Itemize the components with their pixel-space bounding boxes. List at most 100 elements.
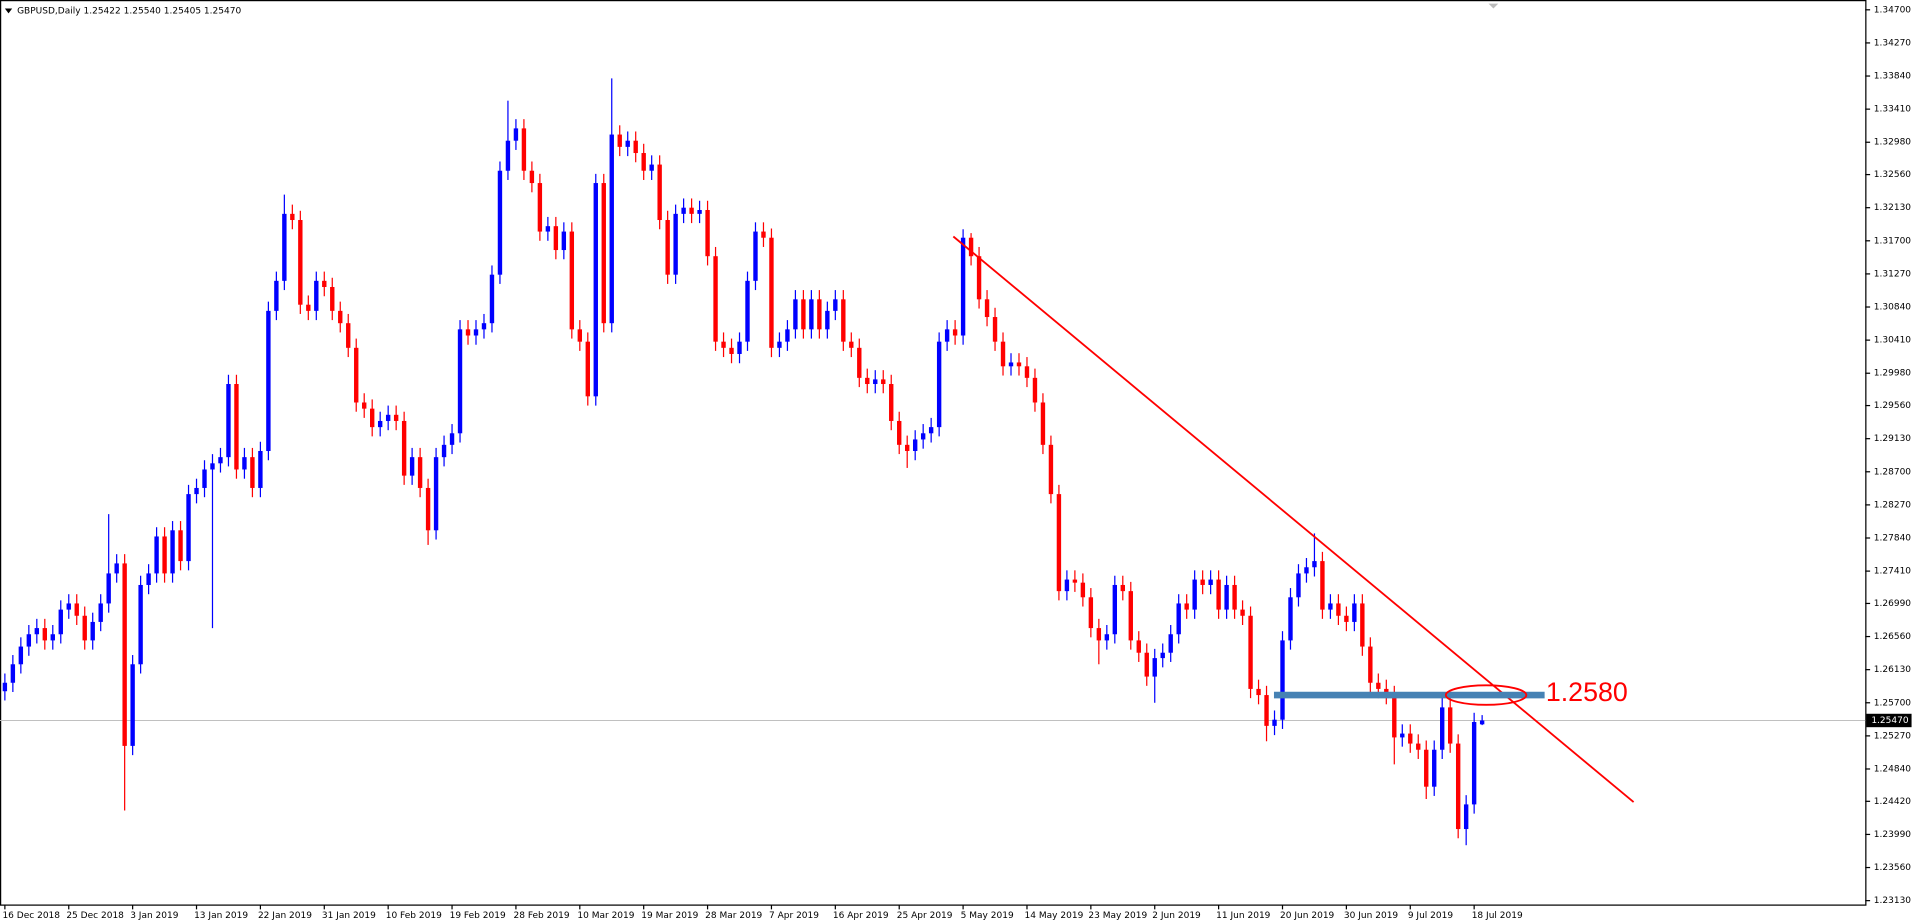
candle-body bbox=[218, 457, 223, 464]
candle-body bbox=[1336, 603, 1341, 616]
candle-body bbox=[26, 634, 32, 647]
candle-body bbox=[617, 134, 622, 147]
candle-body bbox=[881, 379, 886, 385]
candle-body bbox=[905, 444, 910, 451]
candle-body bbox=[1248, 615, 1253, 689]
candle-body bbox=[609, 134, 614, 324]
candle-body bbox=[258, 450, 263, 488]
x-tick-label: 10 Mar 2019 bbox=[577, 911, 634, 921]
y-tick-label: 1.26130 bbox=[1874, 665, 1912, 675]
y-tick-label: 1.26560 bbox=[1874, 632, 1912, 642]
candle-body bbox=[641, 153, 646, 171]
candle-body bbox=[1424, 749, 1429, 787]
candle-body bbox=[330, 286, 335, 311]
candle-body bbox=[992, 317, 998, 342]
candle-body bbox=[42, 628, 47, 641]
candle-body bbox=[1312, 561, 1317, 568]
candle-body bbox=[1416, 743, 1421, 750]
candle-body bbox=[809, 299, 814, 330]
candle-body bbox=[1192, 579, 1197, 610]
candle-body bbox=[753, 231, 758, 281]
candle-body bbox=[657, 164, 662, 221]
x-tick-label: 18 Jul 2019 bbox=[1472, 911, 1523, 921]
candle-body bbox=[1104, 634, 1110, 641]
candle-body bbox=[1072, 579, 1078, 583]
candle-body bbox=[1264, 695, 1269, 726]
x-tick-label: 30 Jun 2019 bbox=[1344, 911, 1399, 921]
candle-body bbox=[290, 213, 295, 221]
x-tick-label: 28 Feb 2019 bbox=[513, 911, 569, 921]
candle-body bbox=[1112, 584, 1118, 635]
candle-body bbox=[1408, 733, 1413, 744]
candle-body bbox=[82, 615, 87, 641]
candle-body bbox=[186, 494, 191, 562]
menu-arrow[interactable] bbox=[4, 8, 13, 14]
candle-body bbox=[841, 299, 846, 342]
candle-body bbox=[569, 231, 575, 330]
candle-body bbox=[976, 256, 982, 300]
candle-body bbox=[1240, 609, 1245, 616]
candle-body bbox=[713, 256, 718, 342]
candle-body bbox=[769, 237, 774, 348]
candle-body bbox=[1120, 584, 1125, 592]
candle-body bbox=[1360, 603, 1365, 647]
candle-body bbox=[154, 536, 159, 574]
candle-body bbox=[984, 299, 990, 318]
candle-body bbox=[952, 329, 958, 336]
candle-body bbox=[1479, 720, 1485, 725]
y-tick-label: 1.32980 bbox=[1874, 138, 1912, 148]
x-tick-label: 3 Jan 2019 bbox=[130, 911, 179, 921]
y-tick-label: 1.23130 bbox=[1874, 896, 1912, 906]
candle-body bbox=[1272, 719, 1277, 726]
y-tick-label: 1.30410 bbox=[1874, 336, 1912, 346]
candle-body bbox=[1176, 603, 1181, 635]
candle-body bbox=[18, 646, 24, 665]
x-tick-label: 25 Apr 2019 bbox=[897, 911, 953, 921]
candle-body bbox=[673, 213, 678, 275]
candle-body bbox=[1168, 634, 1173, 653]
candle-body bbox=[577, 329, 583, 342]
candle-body bbox=[282, 213, 287, 281]
candle-body bbox=[1136, 640, 1141, 653]
candle-body bbox=[50, 634, 55, 641]
candle-body bbox=[649, 164, 654, 171]
candle-body bbox=[409, 457, 415, 476]
trend-line bbox=[952, 235, 1635, 803]
candle-body bbox=[106, 573, 111, 604]
candle-body bbox=[170, 530, 175, 574]
candle-body bbox=[146, 573, 151, 585]
candle-body bbox=[1432, 749, 1437, 787]
candle-body bbox=[138, 584, 143, 665]
candle-body bbox=[354, 347, 359, 403]
candle-body bbox=[1328, 603, 1333, 610]
candle-body bbox=[66, 603, 71, 610]
x-tick-label: 7 Apr 2019 bbox=[769, 911, 819, 921]
candle-body bbox=[865, 377, 870, 385]
plot-frame bbox=[0, 0, 1867, 906]
candle-body bbox=[561, 231, 567, 251]
candle-body bbox=[322, 280, 327, 287]
candle-body bbox=[1440, 707, 1445, 750]
candle-body bbox=[697, 210, 702, 214]
candle-body bbox=[817, 299, 822, 330]
candle-body bbox=[194, 487, 199, 495]
candle-body bbox=[1128, 591, 1133, 641]
x-tick-label: 23 May 2019 bbox=[1088, 911, 1147, 921]
candle-body bbox=[825, 310, 830, 330]
candle-body bbox=[130, 664, 135, 746]
candle-body bbox=[1224, 584, 1229, 610]
candle-body bbox=[266, 310, 271, 451]
candle-body bbox=[593, 183, 598, 397]
candle-body bbox=[1280, 640, 1285, 720]
y-tick-label: 1.32560 bbox=[1874, 170, 1912, 180]
candle-body bbox=[10, 664, 16, 683]
level-label: 1.2580 bbox=[1546, 677, 1628, 707]
candle-body bbox=[944, 329, 950, 342]
candle-body bbox=[1296, 573, 1301, 598]
candle-body bbox=[729, 347, 734, 354]
candle-body bbox=[457, 329, 463, 434]
x-tick-label: 5 May 2019 bbox=[961, 911, 1014, 921]
y-tick-label: 1.31700 bbox=[1874, 236, 1912, 246]
candle-body bbox=[521, 128, 527, 171]
